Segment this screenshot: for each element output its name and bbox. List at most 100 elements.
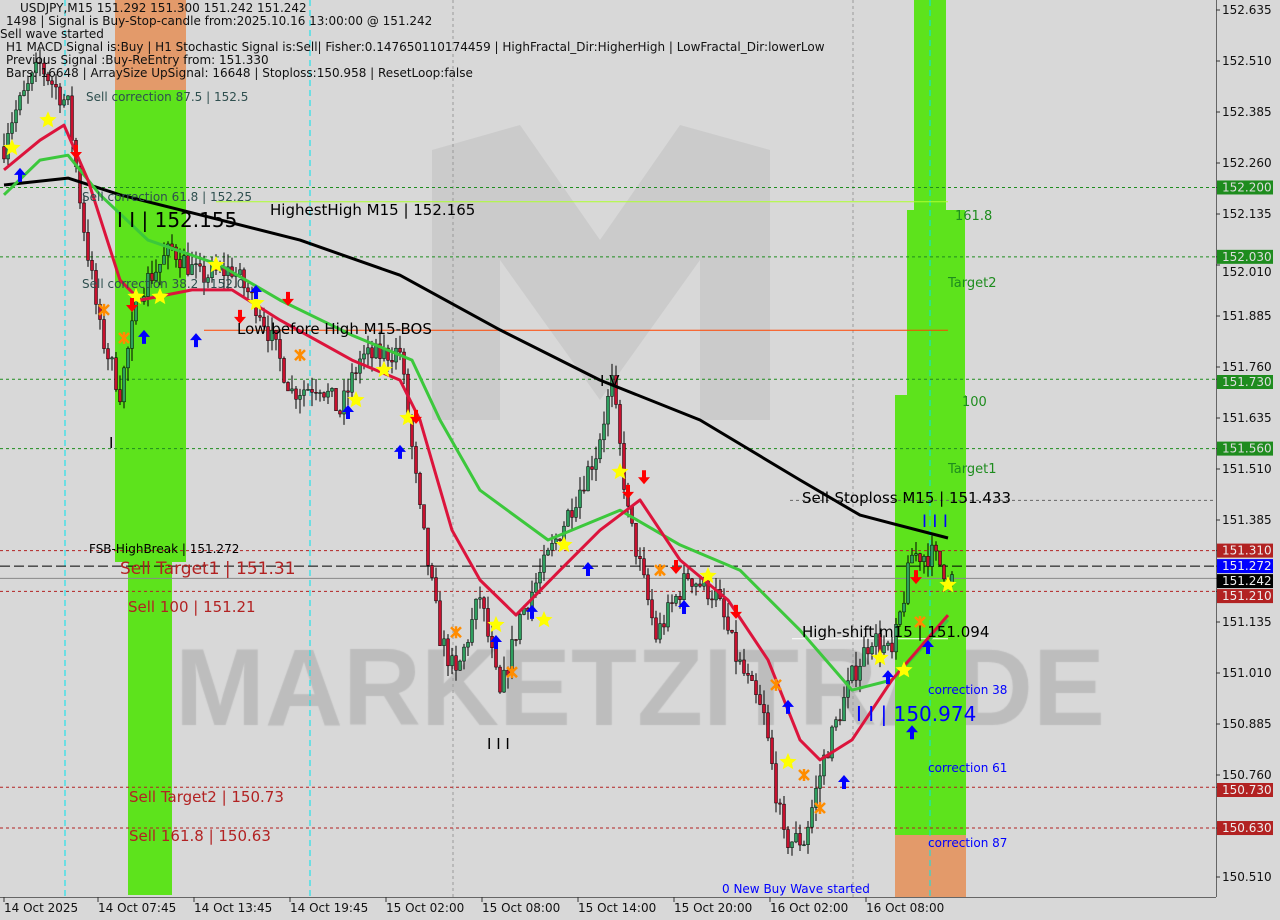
sell-161-label: Sell 161.8 | 150.63 (129, 827, 271, 845)
candle-bear (726, 616, 730, 631)
candle-bull (858, 665, 862, 681)
candle-bear (42, 62, 46, 75)
candle-bull (466, 642, 470, 648)
candle-bear (614, 375, 618, 405)
candle-bull (922, 556, 926, 562)
candle-bull (478, 597, 482, 600)
candle-bull (318, 392, 322, 394)
candle-bear (90, 260, 94, 271)
star-marker (779, 752, 797, 770)
price-tick-label: 151.385 (1222, 513, 1272, 527)
price-tag-label: 152.200 (1222, 180, 1272, 194)
candle-bear (338, 410, 342, 415)
candle-bear (434, 577, 438, 602)
candle-bear (494, 647, 498, 668)
candle-bull (442, 638, 446, 646)
price-tag (1217, 821, 1273, 836)
candle-bull (330, 388, 334, 392)
candle-bull (794, 833, 798, 843)
candle-bull (550, 543, 554, 551)
star-marker (487, 615, 505, 633)
ma-green-line (2, 153, 950, 692)
candle-bear (798, 833, 802, 846)
candle-bull (594, 458, 598, 470)
candle-bull (914, 553, 918, 556)
candle-bear (322, 392, 326, 398)
price-tag (1217, 559, 1273, 574)
candle-bear (426, 527, 430, 566)
candle-bear (202, 265, 206, 283)
star-marker (347, 391, 365, 408)
candle-bull (862, 647, 866, 667)
candle-bull (34, 62, 38, 74)
price-tag-label: 151.730 (1222, 375, 1272, 389)
candle-bear (926, 556, 930, 567)
candle-bull (674, 596, 678, 604)
buy-arrow-icon (342, 404, 354, 419)
candle-bull (894, 624, 898, 653)
candle-bear (742, 659, 746, 674)
candle-bear (854, 665, 858, 681)
low-before-high-label: Low before High M15-BOS (237, 320, 432, 338)
candle-bull (146, 273, 150, 297)
candle-bull (166, 243, 170, 256)
candle-bear (558, 538, 562, 541)
candle-bear (786, 829, 790, 848)
candle-bear (198, 263, 202, 267)
time-axis: 14 Oct 2025 14 Oct 07:45 14 Oct 13:45 14 Oc… (3, 897, 944, 915)
candle-bear (730, 629, 734, 633)
candle-bull (738, 659, 742, 662)
candle-bear (766, 712, 770, 739)
candle-bull (110, 357, 114, 360)
candle-bull (182, 255, 186, 269)
price-tick-label: 151.760 (1222, 360, 1272, 374)
price-tag (1217, 783, 1273, 797)
candle-bull (134, 299, 138, 322)
candle-bear (82, 202, 86, 233)
candle-bear (282, 358, 286, 383)
candle-bear (86, 232, 90, 261)
candle-bull (158, 263, 162, 273)
star-marker (535, 611, 553, 628)
candle-bear (570, 510, 574, 518)
price-tick-label: 150.885 (1222, 717, 1272, 731)
buy-arrow-icon (526, 604, 538, 619)
candle-bear (354, 372, 358, 374)
candle-bear (118, 389, 122, 403)
candle-bear (918, 553, 922, 562)
candle-bear (390, 360, 394, 363)
star-marker (939, 575, 957, 593)
buy-arrow-icon (14, 167, 26, 182)
buy-arrow-icon (906, 725, 918, 740)
buy-arrow-icon (922, 639, 934, 654)
price-tag-label: 150.730 (1222, 783, 1272, 797)
candle-bear (438, 600, 442, 646)
candle-bull (194, 263, 198, 266)
star-marker (207, 256, 225, 273)
price-tick-label: 152.635 (1222, 3, 1272, 17)
signal-zone (115, 90, 186, 562)
candle-bull (306, 389, 310, 391)
candle-bear (514, 639, 518, 641)
candle-bear (630, 505, 634, 524)
candle-bear (422, 504, 426, 529)
candle-bull (886, 642, 890, 646)
candle-bear (430, 565, 434, 578)
cross-marker (506, 666, 518, 679)
candle-bull (930, 544, 934, 567)
candle-bear (746, 673, 750, 676)
candle-bull (66, 95, 70, 101)
candle-bull (546, 549, 550, 556)
candle-bear (314, 392, 318, 394)
price-tag (1217, 574, 1273, 589)
fib-100-label: 100 (962, 395, 987, 410)
time-tick-label: 15 Oct 20:00 (674, 901, 752, 915)
candle-bull (126, 348, 130, 369)
target1-label: Target1 (948, 462, 997, 477)
correction-38-label: correction 38 (928, 683, 1008, 697)
candle-bull (870, 646, 874, 655)
sell-correction-61-label: Sell correction 61.8 | 152.25 (82, 190, 252, 204)
cross-marker (814, 802, 826, 815)
macd-line: H1 MACD Signal is:Buy | H1 Stochastic Si… (6, 40, 825, 54)
